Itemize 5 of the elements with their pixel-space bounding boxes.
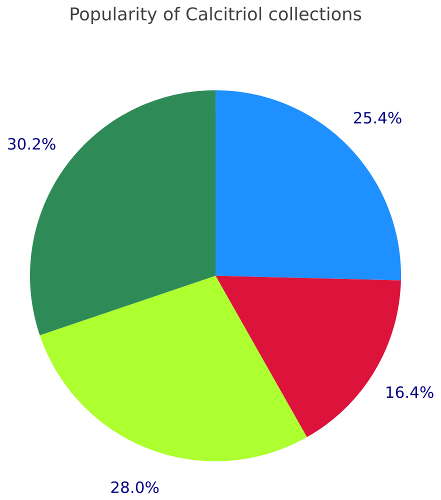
data-label: 25.4%: [354, 112, 402, 124]
chart-title: Popularity of Calcitriol collections: [70, 6, 362, 24]
data-label: 28.0%: [111, 481, 159, 494]
data-label: 30.2%: [8, 138, 56, 150]
data-label: 16.4%: [386, 386, 434, 398]
